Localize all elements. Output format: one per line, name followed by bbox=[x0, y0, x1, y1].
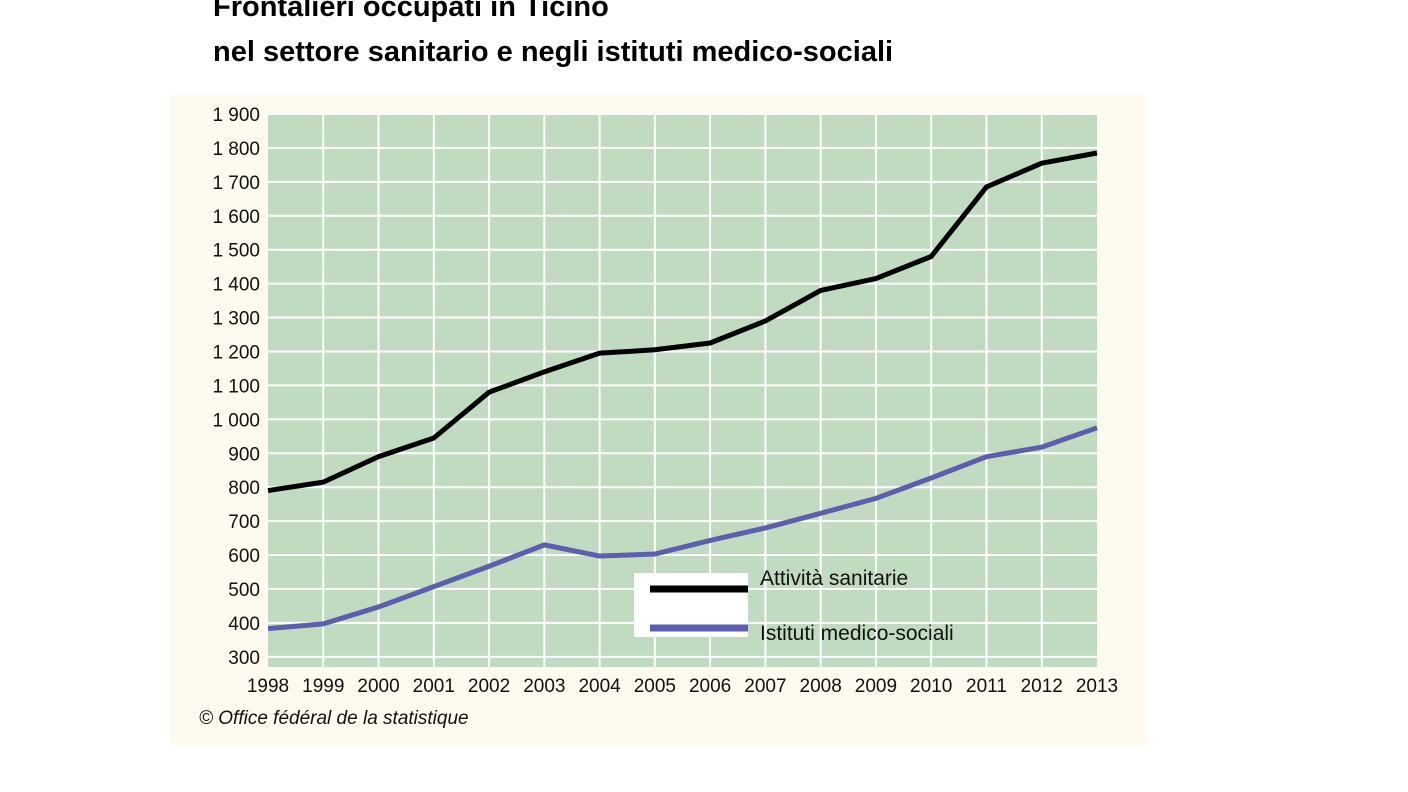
x-tick-label: 1998 bbox=[247, 676, 289, 697]
legend-label-1: Attività sanitarie bbox=[760, 567, 908, 590]
x-tick-label: 2000 bbox=[357, 676, 399, 697]
y-tick-label: 400 bbox=[228, 614, 260, 635]
x-tick-label: 1999 bbox=[302, 676, 344, 697]
y-tick-label: 500 bbox=[228, 580, 260, 601]
chart-title-line-1: Frontalieri occupati in Ticino bbox=[213, 0, 609, 23]
y-tick-label: 300 bbox=[228, 648, 260, 669]
chart-title-line-2: nel settore sanitario e negli istituti m… bbox=[213, 36, 894, 68]
y-tick-label: 1 400 bbox=[212, 275, 260, 296]
y-tick-label: 700 bbox=[228, 512, 260, 533]
y-tick-label: 1 100 bbox=[212, 376, 260, 397]
source-credit: © Office fédéral de la statistique bbox=[199, 708, 469, 729]
y-tick-label: 1 300 bbox=[212, 309, 260, 330]
legend-label-2: Istituti medico-sociali bbox=[760, 622, 954, 645]
y-tick-label: 1 600 bbox=[212, 207, 260, 228]
y-tick-label: 1 200 bbox=[212, 342, 260, 363]
x-tick-label: 2004 bbox=[578, 676, 621, 697]
y-tick-label: 1 700 bbox=[212, 173, 260, 194]
series-line-1 bbox=[267, 150, 1098, 494]
x-tick-label: 2011 bbox=[966, 676, 1007, 697]
x-tick-label: 2007 bbox=[744, 676, 786, 697]
x-tick-label: 2006 bbox=[689, 676, 731, 697]
y-tick-label: 800 bbox=[228, 478, 260, 499]
x-tick-label: 2012 bbox=[1021, 676, 1063, 697]
y-tick-label: 1 000 bbox=[212, 410, 260, 431]
x-tick-label: 2010 bbox=[910, 676, 952, 697]
series-line-2 bbox=[267, 425, 1098, 632]
x-tick-label: 2002 bbox=[468, 676, 510, 697]
y-tick-label: 1 500 bbox=[212, 241, 260, 262]
x-tick-label: 2009 bbox=[855, 676, 897, 697]
x-tick-label: 2001 bbox=[413, 676, 455, 697]
x-tick-label: 2008 bbox=[800, 676, 842, 697]
y-tick-label: 600 bbox=[228, 546, 260, 567]
y-tick-label: 1 900 bbox=[212, 105, 260, 126]
x-tick-label: 2005 bbox=[634, 676, 676, 697]
x-tick-label: 2013 bbox=[1076, 676, 1118, 697]
y-tick-label: 1 800 bbox=[212, 139, 260, 160]
x-tick-label: 2003 bbox=[523, 676, 565, 697]
y-tick-label: 900 bbox=[228, 444, 260, 465]
